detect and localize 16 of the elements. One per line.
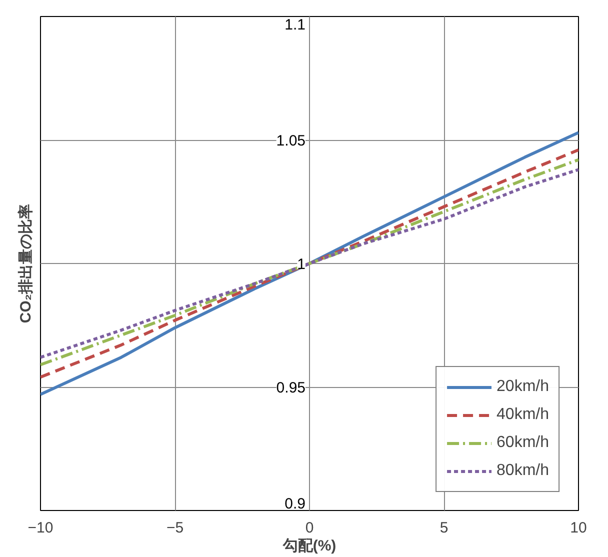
y-tick-label: 0.9: [284, 496, 306, 512]
x-axis-title: 勾配(%): [282, 538, 336, 554]
legend-label: 20km/h: [496, 378, 549, 396]
x-tick-label: 0: [305, 520, 314, 536]
x-tick-label: −5: [166, 520, 184, 536]
x-tick-label: 5: [440, 520, 448, 536]
y-tick-label: 1.1: [284, 16, 306, 34]
y-tick-label: 1.05: [276, 132, 306, 150]
y-tick-label: 0.95: [276, 380, 306, 396]
legend-label: 40km/h: [496, 406, 549, 424]
legend-label: 60km/h: [496, 434, 549, 452]
y-tick-label: 1: [297, 256, 306, 273]
y-axis-title: CO₂排出量の比率: [16, 204, 34, 324]
x-tick-label: −10: [28, 520, 54, 536]
legend-label: 80km/h: [496, 462, 549, 480]
x-tick-label: 10: [570, 520, 587, 536]
